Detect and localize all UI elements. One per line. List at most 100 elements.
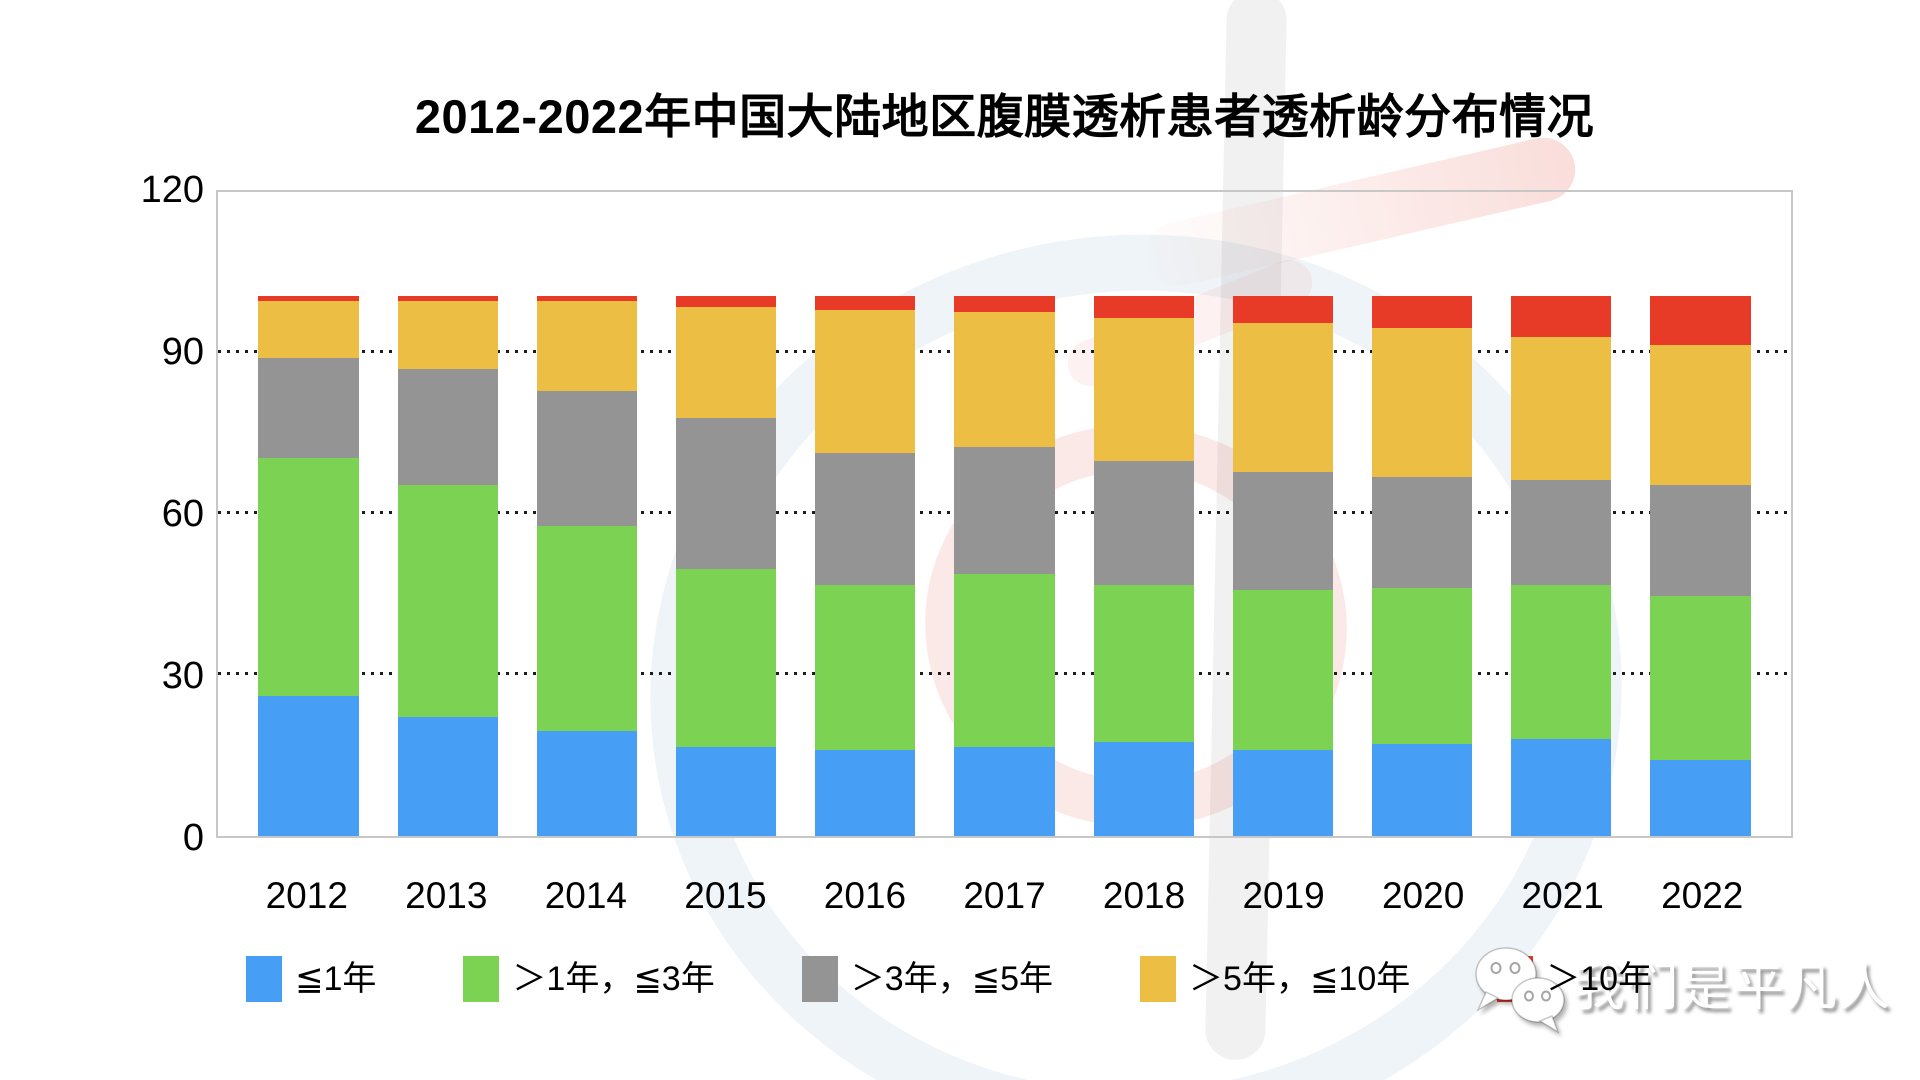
bar-segment (815, 584, 916, 750)
bar-2021 (1511, 296, 1612, 836)
bar-slot-2018 (1074, 192, 1213, 836)
bar-segment (1371, 587, 1473, 745)
bar-segment (954, 447, 1055, 575)
legend-item: ＞1年，≦3年 (463, 956, 715, 1002)
bar-segment (1232, 749, 1333, 836)
bar-segment (1511, 336, 1612, 480)
bar-segment (954, 296, 1055, 313)
bar-segment (1511, 584, 1612, 739)
legend-label: ＞5年，≦10年 (1189, 960, 1411, 998)
bar-segment (676, 746, 777, 836)
brand-text: 我们是平凡人 (1574, 959, 1893, 1016)
legend-label: ＞3年，≦5年 (850, 960, 1054, 998)
legend: ≦1年 ＞1年，≦3年 ＞3年，≦5年 ＞5年，≦10年 ＞10年 (246, 956, 1652, 1002)
bar-segment (1093, 741, 1194, 836)
x-tick-label: 2022 (1661, 875, 1744, 916)
bar-segment (954, 574, 1055, 747)
y-axis: 0 30 60 90 120 (0, 0, 204, 1080)
bar-segment (1650, 296, 1751, 345)
bar-2015 (676, 296, 777, 836)
bar-segment (1650, 344, 1751, 486)
y-tick-label: 90 (161, 331, 204, 373)
bar-segment (1371, 476, 1473, 588)
bar-segment (397, 296, 498, 302)
legend-item: ＞3年，≦5年 (801, 956, 1054, 1002)
chart-title: 2012-2022年中国大陆地区腹膜透析患者透析龄分布情况 (414, 90, 1595, 143)
bar-segment (1232, 471, 1333, 591)
x-axis: 2012 2013 2014 2015 2016 2017 2018 2019 2020 2021… (216, 872, 1793, 920)
bar-segment (258, 301, 359, 359)
bar-slot-2022 (1631, 192, 1770, 836)
bar-segment (536, 301, 638, 391)
bar-slot-2017 (935, 192, 1074, 836)
bar-segment (815, 296, 916, 310)
x-tick-label: 2019 (1242, 875, 1325, 916)
bar-segment (1371, 328, 1473, 477)
y-tick-label: 0 (182, 817, 204, 859)
bar-segment (815, 452, 916, 585)
x-tick-label: 2016 (823, 875, 907, 916)
bar-segment (1232, 323, 1333, 472)
legend-item: ＞5年，≦10年 (1140, 956, 1410, 1002)
brand-watermark: 我们是平凡人 (1472, 944, 1892, 1036)
bar-2022 (1650, 296, 1751, 836)
legend-item: ≦1年 (246, 956, 376, 1002)
bar-2019 (1232, 296, 1333, 836)
legend-swatch (246, 956, 282, 1002)
legend-label: ≦1年 (295, 960, 377, 998)
bar-segment (676, 417, 777, 569)
bar-segment (1093, 296, 1194, 318)
bar-segment (1232, 296, 1333, 324)
wechat-chat-bubbles-icon (1475, 947, 1565, 1034)
bar-segment (1093, 584, 1194, 742)
bar-segment (954, 312, 1055, 448)
y-tick-label: 30 (161, 655, 204, 697)
bar-slot-2014 (517, 192, 656, 836)
bar-slot-2013 (378, 192, 517, 836)
legend-label: ＞10年 (1546, 960, 1653, 998)
bar-segment (397, 368, 498, 486)
x-tick-label: 2017 (963, 875, 1046, 916)
bar-2014 (536, 296, 638, 836)
bar-segment (536, 525, 638, 731)
bar-2018 (1093, 296, 1194, 836)
bar-segment (676, 568, 777, 747)
x-tick-label: 2014 (544, 875, 628, 916)
bar-segment (815, 749, 916, 836)
x-tick-label: 2013 (405, 875, 488, 916)
bar-segment (1371, 296, 1473, 329)
bar-segment (1650, 485, 1751, 596)
bar-segment (1511, 479, 1612, 585)
bar-segment (397, 301, 498, 369)
y-tick-label: 60 (161, 493, 204, 535)
bar-slot-2012 (239, 192, 378, 836)
bar-segment (397, 485, 498, 718)
bar-segment (258, 458, 359, 696)
bar-2020 (1371, 296, 1473, 836)
bar-segment (676, 306, 777, 418)
x-tick-label: 2015 (684, 875, 767, 916)
bar-segment (536, 390, 638, 526)
x-tick-label: 2020 (1381, 875, 1465, 916)
bar-segment (1093, 317, 1194, 461)
bar-segment (1511, 296, 1612, 337)
legend-label: ＞1年，≦3年 (512, 960, 715, 998)
x-tick-label: 2012 (265, 875, 348, 916)
bars (218, 192, 1791, 836)
bar-segment (815, 309, 916, 453)
x-tick-label: 2018 (1102, 875, 1186, 916)
bar-segment (258, 296, 359, 302)
plot-area (216, 190, 1793, 838)
bar-segment (536, 296, 638, 302)
bar-segment (1511, 738, 1612, 836)
bar-segment (397, 717, 498, 836)
legend-swatch (463, 956, 500, 1002)
y-tick-label: 120 (140, 169, 204, 211)
bar-segment (1093, 460, 1194, 585)
bar-slot-2016 (796, 192, 935, 836)
bar-segment (536, 730, 638, 836)
legend-swatch (1140, 956, 1177, 1002)
bar-segment (954, 746, 1055, 836)
bar-segment (1371, 744, 1473, 836)
